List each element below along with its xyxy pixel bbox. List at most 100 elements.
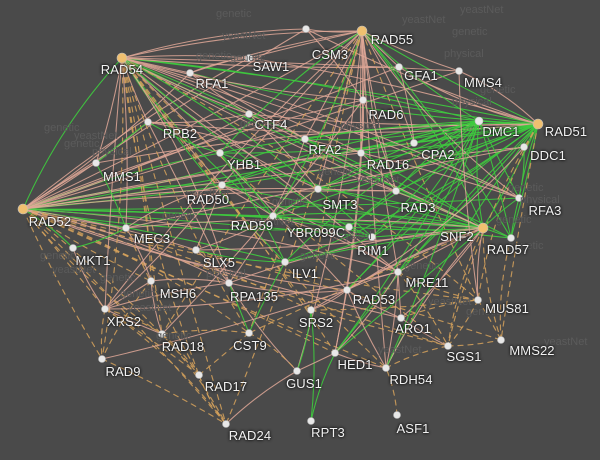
edge-physical: [125, 184, 223, 229]
node-rad54[interactable]: [116, 52, 128, 64]
edge-physical: [305, 28, 364, 101]
node-saw1[interactable]: [245, 54, 253, 62]
edge-physical: [104, 271, 399, 310]
node-rfa3[interactable]: [515, 194, 523, 202]
edge-physical: [248, 30, 363, 59]
edge-physical: [458, 70, 479, 301]
edge-physical: [346, 289, 387, 369]
edge-coexpression: [219, 152, 286, 263]
edge-physical: [361, 30, 415, 144]
edge-genetic: [447, 299, 479, 347]
node-mms1[interactable]: [92, 159, 100, 167]
node-rad51[interactable]: [532, 118, 544, 130]
edge-physical: [334, 352, 387, 369]
node-aro1[interactable]: [397, 314, 405, 322]
edge-physical: [385, 227, 484, 369]
node-sgs1[interactable]: [444, 342, 452, 350]
node-rad24[interactable]: [222, 420, 230, 428]
edge-coexpression: [284, 120, 480, 263]
edge-physical: [296, 352, 336, 372]
node-rad57[interactable]: [507, 234, 515, 242]
node-mms22[interactable]: [497, 336, 505, 344]
edge-physical: [195, 249, 230, 284]
edge-coexpression: [95, 162, 127, 229]
node-rad53[interactable]: [343, 286, 351, 294]
edge-genetic: [101, 57, 124, 360]
edge-physical: [147, 113, 250, 124]
edge-physical: [121, 57, 348, 291]
edge-physical: [248, 113, 539, 126]
node-csm3[interactable]: [302, 25, 310, 33]
node-rpa135[interactable]: [225, 279, 233, 287]
edge-genetic: [121, 57, 163, 335]
edge-coexpression: [371, 120, 480, 238]
edge-coexpression: [121, 57, 274, 217]
node-rad59[interactable]: [269, 212, 277, 220]
node-yhb1[interactable]: [216, 149, 224, 157]
edge-genetic: [477, 299, 502, 341]
node-mre11[interactable]: [394, 268, 402, 276]
edge-physical: [346, 289, 402, 319]
node-slx5[interactable]: [192, 246, 200, 254]
node-rfa2[interactable]: [301, 135, 309, 143]
node-rad50[interactable]: [218, 181, 226, 189]
node-hed1[interactable]: [331, 349, 339, 357]
node-rpt3[interactable]: [307, 417, 315, 425]
edge-coexpression: [361, 30, 539, 125]
edge-coexpression: [284, 123, 539, 263]
edge-physical: [317, 30, 363, 190]
node-ybr099c[interactable]: [345, 223, 353, 231]
node-rad52[interactable]: [17, 203, 29, 215]
edge-physical: [397, 227, 484, 273]
node-gus1[interactable]: [293, 367, 301, 375]
node-rad17[interactable]: [195, 371, 203, 379]
edge-physical: [22, 66, 400, 210]
node-rpb2[interactable]: [144, 118, 152, 126]
edge-genetic: [248, 332, 298, 372]
node-xrs2[interactable]: [101, 305, 109, 313]
edge-physical: [221, 30, 363, 186]
node-mkt1[interactable]: [69, 244, 77, 252]
node-msh6[interactable]: [147, 277, 155, 285]
edge-physical: [121, 57, 460, 72]
edge-genetic: [121, 57, 250, 334]
node-rad18[interactable]: [158, 330, 166, 338]
node-mms4[interactable]: [455, 67, 463, 75]
node-cpa2[interactable]: [410, 139, 418, 147]
edge-coexpression: [272, 30, 363, 217]
edge-physical: [361, 30, 387, 369]
node-rad3[interactable]: [392, 187, 400, 195]
edge-physical: [121, 57, 149, 123]
edge-genetic: [104, 308, 227, 425]
edge-physical: [225, 370, 298, 425]
edge-coexpression: [272, 215, 350, 228]
edge-genetic: [397, 271, 449, 347]
node-asf1[interactable]: [393, 411, 401, 419]
node-rad9[interactable]: [98, 355, 106, 363]
node-ilv1[interactable]: [281, 258, 289, 266]
edge-coexpression: [385, 120, 480, 369]
node-mec3[interactable]: [122, 224, 130, 232]
node-rdh54[interactable]: [382, 364, 390, 372]
edge-coexpression: [284, 236, 373, 263]
edge-genetic: [161, 30, 363, 335]
edge-coexpression: [22, 208, 286, 263]
node-snf2[interactable]: [477, 222, 489, 234]
node-cst9[interactable]: [245, 329, 253, 337]
node-smt3[interactable]: [314, 185, 322, 193]
edge-genetic: [477, 123, 539, 301]
node-dmc1[interactable]: [474, 116, 484, 126]
node-ctf4[interactable]: [245, 110, 253, 118]
edge-physical: [189, 57, 250, 74]
node-rfa1[interactable]: [186, 69, 194, 77]
edge-coexpression: [248, 261, 286, 334]
node-srs2[interactable]: [307, 306, 315, 314]
node-rim1[interactable]: [368, 233, 376, 241]
node-rad55[interactable]: [356, 25, 368, 37]
node-ddc1[interactable]: [520, 143, 528, 151]
node-gfa1[interactable]: [395, 63, 403, 71]
node-rad6[interactable]: [359, 96, 367, 104]
node-mus81[interactable]: [474, 296, 482, 304]
node-rad16[interactable]: [357, 149, 365, 157]
